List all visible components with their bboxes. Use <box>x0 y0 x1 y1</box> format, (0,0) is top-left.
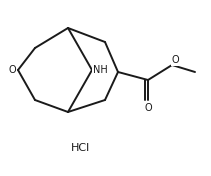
Text: O: O <box>144 103 152 113</box>
Text: HCl: HCl <box>70 143 90 153</box>
Text: O: O <box>171 55 179 65</box>
Text: NH: NH <box>93 65 107 75</box>
Text: O: O <box>8 65 16 75</box>
